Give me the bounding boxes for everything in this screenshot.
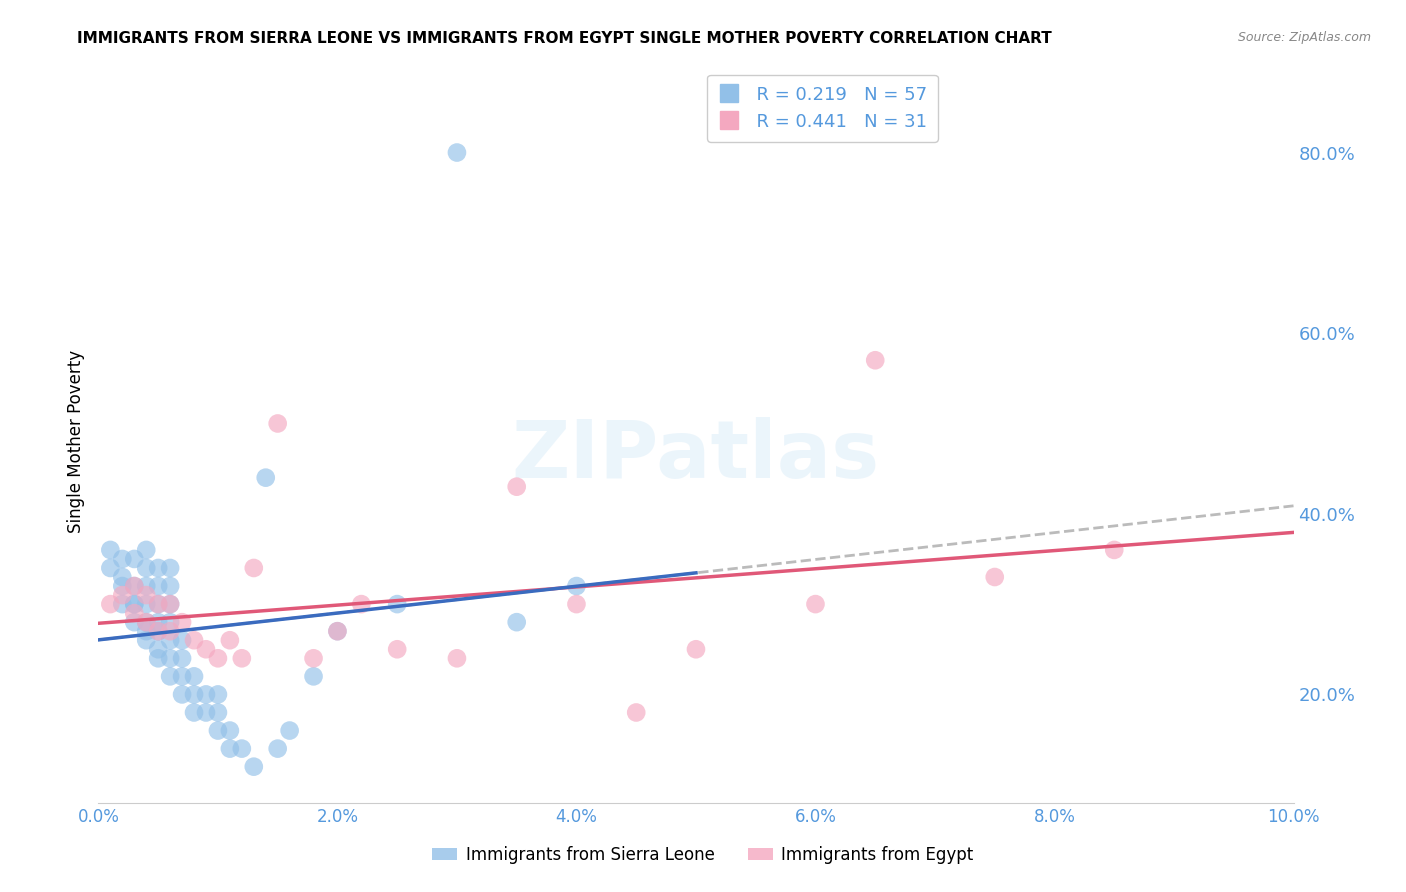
Point [135,615,157,630]
Legend: Immigrants from Sierra Leone, Immigrants from Egypt: Immigrants from Sierra Leone, Immigrants… [426,839,980,871]
Point [243,561,266,575]
Point [565,597,588,611]
Point [195,687,218,701]
Point [195,706,218,720]
Point [135,597,157,611]
Point [219,723,242,738]
Point [159,597,181,611]
Text: ZIPatlas: ZIPatlas [512,417,880,495]
Point [135,615,157,630]
Point [172,687,194,701]
Point [302,651,325,665]
Point [207,723,229,738]
Point [183,706,205,720]
Point [159,633,181,648]
Point [219,633,242,648]
Point [148,651,170,665]
Point [195,642,218,657]
Point [278,723,301,738]
Point [159,615,181,630]
Point [183,669,205,683]
Point [984,570,1007,584]
Point [148,624,170,639]
Point [148,579,170,593]
Point [183,687,205,701]
Point [135,561,157,575]
Point [207,651,229,665]
Point [231,741,253,756]
Point [267,417,290,431]
Point [302,669,325,683]
Point [267,741,290,756]
Point [446,651,468,665]
Point [172,669,194,683]
Point [565,579,588,593]
Point [1104,542,1126,557]
Point [135,579,157,593]
Point [135,588,157,602]
Point [506,615,529,630]
Point [506,480,529,494]
Point [626,706,648,720]
Text: IMMIGRANTS FROM SIERRA LEONE VS IMMIGRANTS FROM EGYPT SINGLE MOTHER POVERTY CORR: IMMIGRANTS FROM SIERRA LEONE VS IMMIGRAN… [77,31,1052,46]
Point [350,597,373,611]
Point [148,615,170,630]
Point [326,624,349,639]
Point [124,615,146,630]
Legend:   R = 0.219   N = 57,   R = 0.441   N = 31: R = 0.219 N = 57, R = 0.441 N = 31 [707,75,938,142]
Point [219,741,242,756]
Point [111,570,134,584]
Point [111,552,134,566]
Point [172,633,194,648]
Point [148,624,170,639]
Point [98,561,122,575]
Point [159,597,181,611]
Point [183,633,205,648]
Point [865,353,887,368]
Point [254,471,277,485]
Point [124,597,146,611]
Point [111,579,134,593]
Point [135,624,157,639]
Point [231,651,253,665]
Point [111,597,134,611]
Point [148,597,170,611]
Point [685,642,707,657]
Point [124,552,146,566]
Point [243,760,266,774]
Point [148,642,170,657]
Point [159,561,181,575]
Point [124,606,146,620]
Point [207,706,229,720]
Point [124,597,146,611]
Point [446,145,468,160]
Point [159,669,181,683]
Point [385,642,409,657]
Point [385,597,409,611]
Point [172,651,194,665]
Point [148,561,170,575]
Point [98,542,122,557]
Point [159,579,181,593]
Point [804,597,827,611]
Point [98,597,122,611]
Text: Source: ZipAtlas.com: Source: ZipAtlas.com [1237,31,1371,45]
Point [172,615,194,630]
Point [124,579,146,593]
Point [111,588,134,602]
Point [135,542,157,557]
Point [207,687,229,701]
Y-axis label: Single Mother Poverty: Single Mother Poverty [66,350,84,533]
Point [159,624,181,639]
Point [124,579,146,593]
Point [135,633,157,648]
Point [148,597,170,611]
Point [326,624,349,639]
Point [159,651,181,665]
